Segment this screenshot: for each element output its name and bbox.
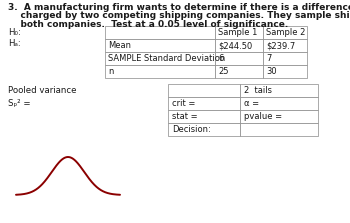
Text: pvalue =: pvalue =	[244, 112, 282, 121]
Text: n: n	[108, 67, 113, 76]
Text: Mean: Mean	[108, 41, 131, 50]
Text: 6: 6	[218, 54, 223, 63]
Text: crit =: crit =	[172, 99, 195, 108]
Text: $239.7: $239.7	[266, 41, 295, 50]
Bar	[263, 52, 307, 65]
Bar	[168, 84, 240, 97]
Text: Hₐ:: Hₐ:	[8, 39, 21, 48]
Bar	[105, 26, 215, 39]
Bar	[105, 65, 215, 78]
Text: Sample 2: Sample 2	[266, 28, 305, 37]
Bar	[168, 123, 240, 136]
Bar	[263, 39, 307, 52]
Text: Decision:: Decision:	[172, 125, 211, 134]
Bar	[168, 110, 240, 123]
Bar	[240, 84, 318, 97]
Text: Pooled variance: Pooled variance	[8, 86, 77, 95]
Bar	[240, 110, 318, 123]
Bar	[215, 26, 263, 39]
Text: Sₚ² =: Sₚ² =	[8, 99, 31, 108]
Text: H₀:: H₀:	[8, 28, 21, 37]
Bar	[215, 39, 263, 52]
Text: Sample 1: Sample 1	[218, 28, 257, 37]
Text: both companies.  Test at a 0.05 level of significance.: both companies. Test at a 0.05 level of …	[8, 20, 288, 29]
Text: 2  tails: 2 tails	[244, 86, 272, 95]
Bar	[263, 26, 307, 39]
Bar	[263, 65, 307, 78]
Bar	[168, 97, 240, 110]
Text: 3.  A manufacturing firm wants to determine if there is a difference in the pric: 3. A manufacturing firm wants to determi…	[8, 3, 350, 12]
Bar	[215, 65, 263, 78]
Text: SAMPLE Standard Deviation: SAMPLE Standard Deviation	[108, 54, 225, 63]
Bar	[105, 39, 215, 52]
Text: stat =: stat =	[172, 112, 198, 121]
Bar	[240, 123, 318, 136]
Bar	[105, 52, 215, 65]
Text: $244.50: $244.50	[218, 41, 252, 50]
Text: 30: 30	[266, 67, 276, 76]
Text: α =: α =	[244, 99, 259, 108]
Bar	[215, 52, 263, 65]
Bar	[240, 97, 318, 110]
Text: 7: 7	[266, 54, 271, 63]
Text: 25: 25	[218, 67, 229, 76]
Text: charged by two competing shipping companies. They sample shipping costs from: charged by two competing shipping compan…	[8, 12, 350, 21]
